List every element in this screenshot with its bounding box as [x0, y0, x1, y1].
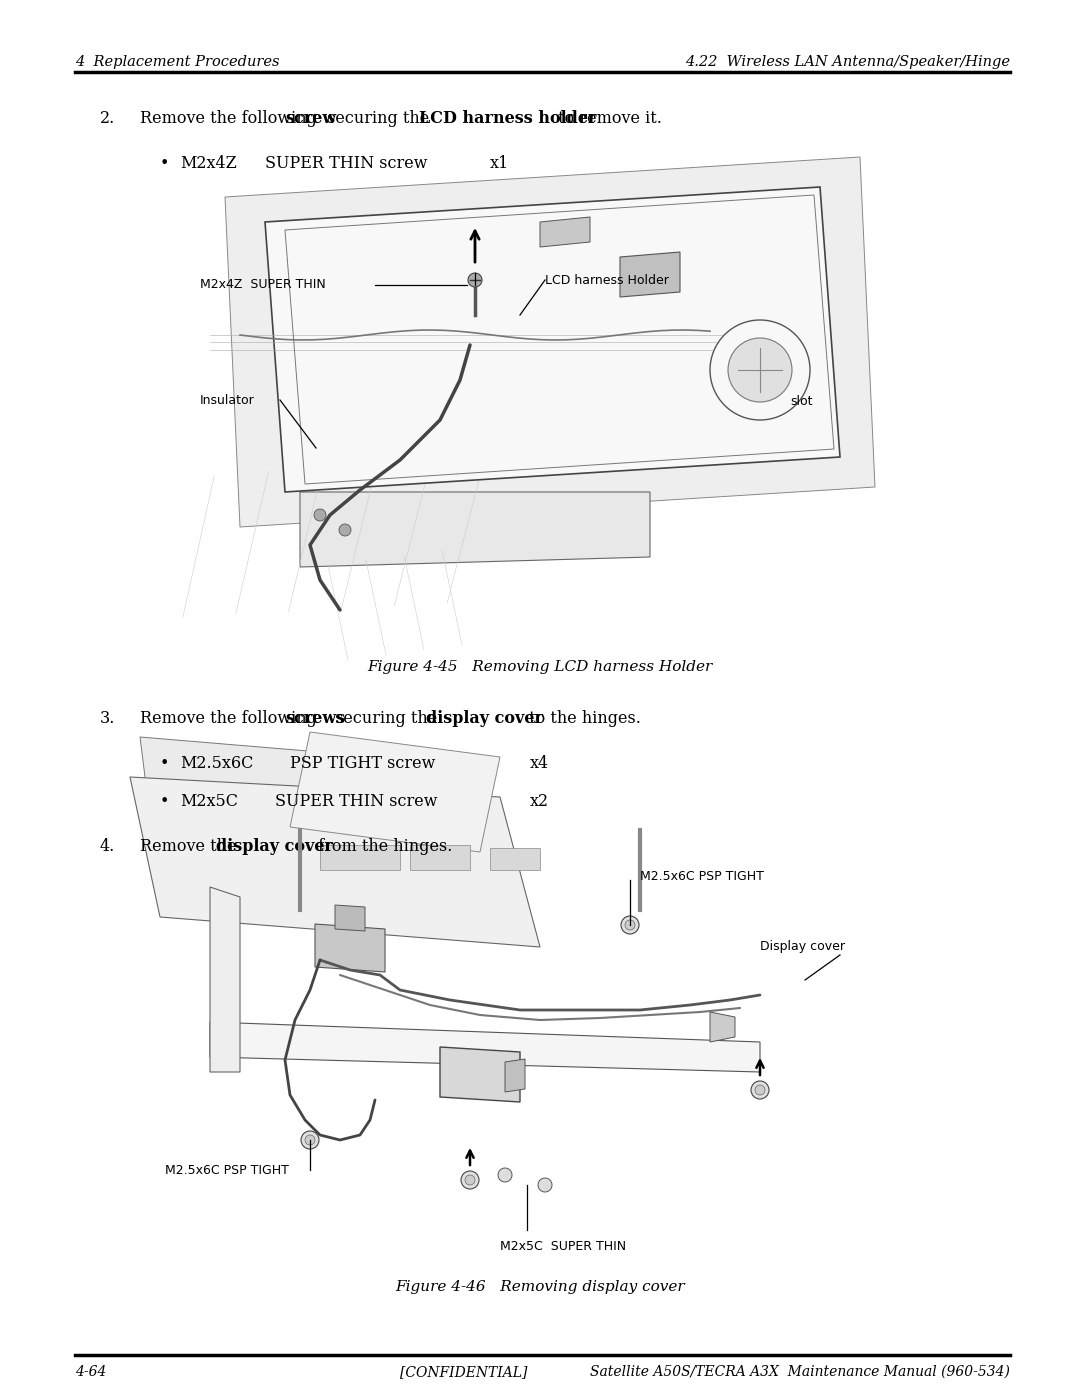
Circle shape: [621, 916, 639, 935]
Circle shape: [710, 320, 810, 420]
Text: M2.5x6C: M2.5x6C: [180, 754, 254, 773]
Text: SUPER THIN screw: SUPER THIN screw: [265, 155, 428, 172]
Text: display cover: display cover: [216, 838, 333, 855]
Text: Remove the following: Remove the following: [140, 110, 322, 127]
Polygon shape: [315, 923, 384, 972]
Circle shape: [305, 1134, 315, 1146]
Text: x2: x2: [530, 793, 549, 810]
Polygon shape: [300, 492, 650, 567]
Polygon shape: [335, 905, 365, 930]
Text: Figure 4-46   Removing display cover: Figure 4-46 Removing display cover: [395, 1280, 685, 1294]
Circle shape: [755, 1085, 765, 1095]
Text: 4-64: 4-64: [75, 1365, 106, 1379]
Text: to remove it.: to remove it.: [553, 110, 662, 127]
Text: 4.: 4.: [100, 838, 116, 855]
Text: M2.5x6C PSP TIGHT: M2.5x6C PSP TIGHT: [165, 1164, 288, 1176]
Text: screw: screw: [285, 110, 336, 127]
Text: 2.: 2.: [100, 110, 116, 127]
Text: M2x4Z: M2x4Z: [180, 155, 237, 172]
Text: to the hinges.: to the hinges.: [524, 710, 640, 726]
Text: x4: x4: [530, 754, 549, 773]
Text: •: •: [160, 754, 170, 773]
Circle shape: [728, 338, 792, 402]
Polygon shape: [265, 187, 840, 492]
Circle shape: [538, 1178, 552, 1192]
Text: •: •: [160, 793, 170, 810]
Polygon shape: [140, 738, 400, 887]
Text: from the hinges.: from the hinges.: [313, 838, 453, 855]
Text: [CONFIDENTIAL]: [CONFIDENTIAL]: [400, 1365, 527, 1379]
Text: x1: x1: [490, 155, 510, 172]
Polygon shape: [210, 1023, 760, 1071]
Circle shape: [301, 1132, 319, 1148]
Text: SUPER THIN screw: SUPER THIN screw: [275, 793, 437, 810]
Text: securing the: securing the: [329, 710, 442, 726]
Text: 4.22  Wireless LAN Antenna/Speaker/Hinge: 4.22 Wireless LAN Antenna/Speaker/Hinge: [685, 54, 1010, 68]
Text: slot: slot: [789, 395, 812, 408]
Text: LCD harness Holder: LCD harness Holder: [545, 274, 669, 286]
Text: M2x4Z  SUPER THIN: M2x4Z SUPER THIN: [200, 278, 326, 292]
Text: Display cover: Display cover: [760, 940, 845, 953]
Polygon shape: [710, 1011, 735, 1042]
Text: Remove the following: Remove the following: [140, 710, 322, 726]
Bar: [490, 848, 540, 870]
Bar: [410, 845, 470, 870]
Polygon shape: [505, 1059, 525, 1092]
Text: LCD harness holder: LCD harness holder: [419, 110, 596, 127]
Circle shape: [751, 1081, 769, 1099]
Text: M2x5C: M2x5C: [180, 793, 238, 810]
Circle shape: [498, 1168, 512, 1182]
Polygon shape: [540, 217, 590, 247]
Text: •: •: [160, 155, 170, 172]
Polygon shape: [130, 777, 540, 947]
Text: Figure 4-45   Removing LCD harness Holder: Figure 4-45 Removing LCD harness Holder: [367, 659, 713, 673]
Text: Insulator: Insulator: [200, 394, 255, 407]
Text: Satellite A50S/TECRA A3X  Maintenance Manual (960-534): Satellite A50S/TECRA A3X Maintenance Man…: [590, 1365, 1010, 1379]
Circle shape: [339, 524, 351, 536]
Text: PSP TIGHT screw: PSP TIGHT screw: [291, 754, 435, 773]
Polygon shape: [225, 156, 875, 527]
Polygon shape: [440, 1046, 519, 1102]
Text: 4  Replacement Procedures: 4 Replacement Procedures: [75, 54, 280, 68]
Text: display cover: display cover: [427, 710, 543, 726]
Text: Remove the: Remove the: [140, 838, 242, 855]
Polygon shape: [210, 887, 240, 1071]
Text: screws: screws: [285, 710, 345, 726]
Bar: [320, 845, 400, 870]
Text: M2.5x6C PSP TIGHT: M2.5x6C PSP TIGHT: [640, 870, 764, 883]
Text: 3.: 3.: [100, 710, 116, 726]
Circle shape: [314, 509, 326, 521]
Polygon shape: [620, 251, 680, 298]
Text: M2x5C  SUPER THIN: M2x5C SUPER THIN: [500, 1241, 626, 1253]
Circle shape: [461, 1171, 480, 1189]
Circle shape: [625, 921, 635, 930]
Circle shape: [468, 272, 482, 286]
Polygon shape: [291, 732, 500, 852]
Circle shape: [465, 1175, 475, 1185]
Text: securing the: securing the: [322, 110, 434, 127]
